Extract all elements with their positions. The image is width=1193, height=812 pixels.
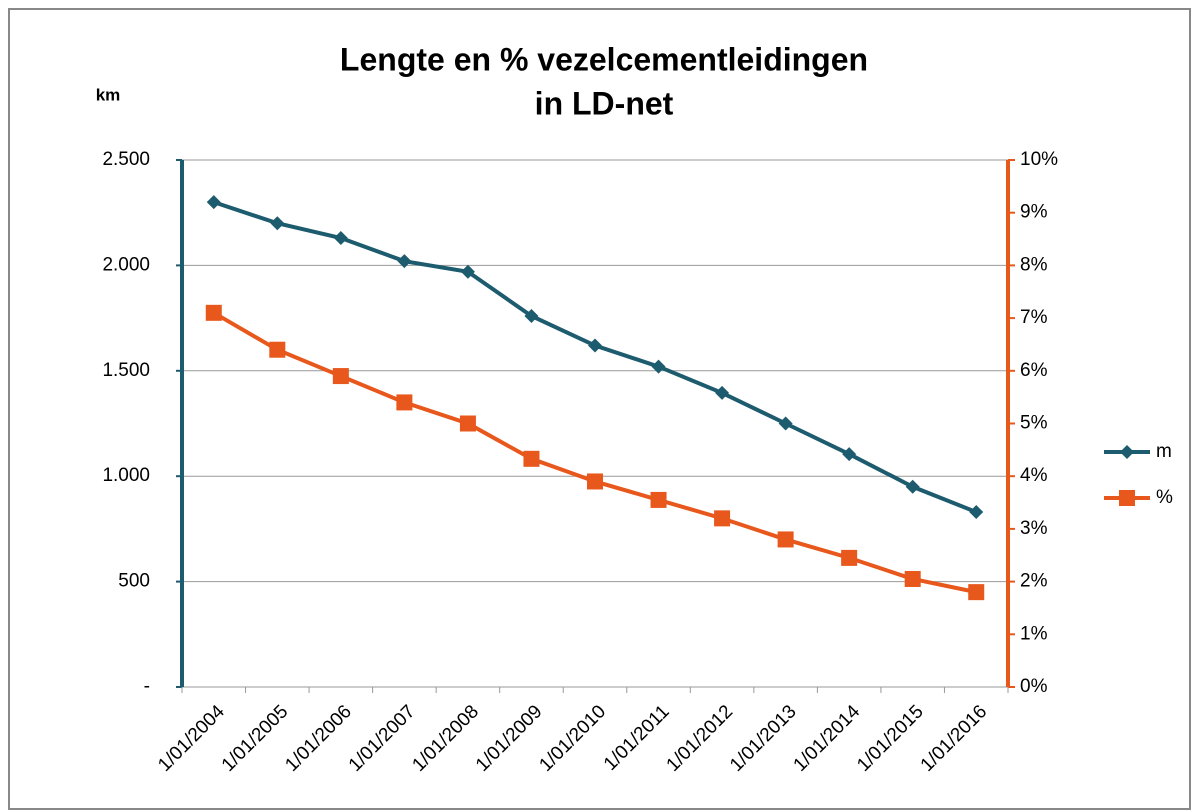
- y-axis-label: km: [96, 85, 121, 104]
- chart-title: in LD-net: [535, 85, 674, 121]
- y-tick-label: -: [144, 676, 150, 697]
- y-tick-label: 500: [118, 571, 150, 592]
- data-point: [841, 549, 858, 566]
- y2-tick-label: 10%: [1020, 149, 1058, 170]
- data-point: [523, 450, 540, 467]
- legend-marker: [1119, 490, 1135, 506]
- data-point: [333, 230, 348, 245]
- data-point: [205, 304, 222, 321]
- data-point: [269, 341, 286, 358]
- y2-tick-label: 0%: [1020, 676, 1048, 697]
- data-point: [905, 479, 920, 494]
- y2-tick-label: 3%: [1020, 518, 1048, 539]
- data-point: [842, 447, 857, 462]
- legend-label: m: [1156, 441, 1172, 462]
- data-point: [714, 510, 731, 527]
- y2-tick-label: 7%: [1020, 307, 1048, 328]
- data-point: [459, 415, 476, 432]
- y2-tick-label: 6%: [1020, 360, 1048, 381]
- data-point: [397, 254, 412, 269]
- y2-tick-label: 9%: [1020, 202, 1048, 223]
- data-point: [715, 385, 730, 400]
- y2-tick-label: 5%: [1020, 413, 1048, 434]
- data-point: [460, 264, 475, 279]
- chart-frame: [8, 8, 1191, 810]
- data-point: [969, 505, 984, 520]
- y-tick-label: 1.500: [102, 360, 150, 381]
- data-point: [524, 308, 539, 323]
- data-point: [587, 473, 603, 490]
- data-point: [904, 570, 921, 587]
- y-tick-label: 2.000: [102, 254, 150, 275]
- y2-tick-label: 1%: [1020, 623, 1048, 644]
- legend-label: %: [1156, 487, 1173, 508]
- data-point: [650, 491, 667, 508]
- y-tick-label: 2.500: [102, 149, 150, 170]
- data-point: [968, 584, 985, 601]
- data-point: [778, 416, 793, 431]
- data-point: [777, 531, 794, 548]
- legend-marker: [1120, 445, 1134, 459]
- data-point: [651, 359, 666, 374]
- data-point: [270, 216, 285, 231]
- y-tick-label: 1.000: [102, 465, 150, 486]
- y2-tick-label: 4%: [1020, 465, 1048, 486]
- data-point: [588, 338, 602, 353]
- y2-tick-label: 8%: [1020, 254, 1048, 275]
- chart-title: Lengte en % vezelcementleidingen: [340, 41, 868, 77]
- y2-tick-label: 2%: [1020, 571, 1048, 592]
- data-point: [206, 195, 221, 210]
- data-point: [332, 368, 349, 385]
- data-point: [396, 394, 413, 411]
